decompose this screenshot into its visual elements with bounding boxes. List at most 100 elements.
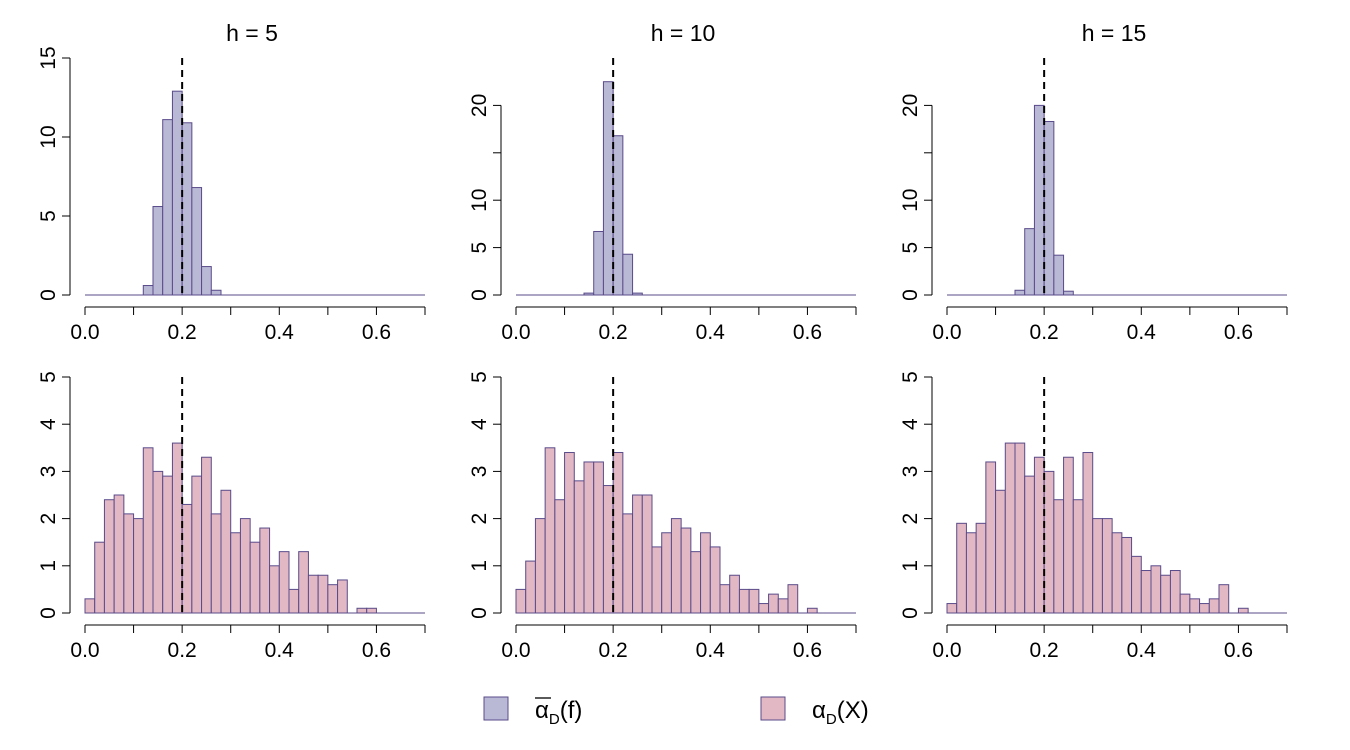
histogram-bar (230, 532, 241, 614)
panel-title: h = 10 (651, 20, 716, 46)
y-tick-label: 4 (899, 418, 922, 430)
histogram-bar (317, 574, 329, 614)
histogram-bar (1131, 555, 1142, 614)
histogram-bar (1033, 104, 1045, 296)
histogram-bar (777, 598, 789, 614)
x-tick-label: 0.4 (696, 321, 726, 344)
histogram-bar (593, 461, 604, 614)
x-tick-label: 0.0 (70, 639, 99, 662)
histogram-bar (1208, 598, 1220, 614)
y-tick-label: 3 (468, 466, 491, 478)
histogram-bar (965, 532, 977, 614)
histogram-bar (612, 135, 624, 296)
histogram-bar (1014, 289, 1026, 296)
histogram-bar (1237, 607, 1249, 614)
histogram-bar (1063, 290, 1074, 296)
y-tick-label: 5 (468, 371, 491, 383)
histogram-bar (1063, 456, 1074, 614)
histogram-bar (622, 253, 634, 296)
y-tick-label: 10 (899, 189, 922, 212)
histogram-bar (525, 560, 536, 614)
x-tick-label: 0.4 (696, 639, 726, 662)
histogram-bar (1189, 598, 1201, 614)
x-axis: 0.0 0.2 0.4 0.6 (932, 624, 1288, 662)
histogram-bar (690, 551, 702, 614)
y-tick-label: 0 (37, 607, 60, 619)
y-tick-label: 1 (37, 560, 60, 572)
y-tick-label: 2 (468, 513, 491, 525)
histogram-bar (84, 598, 96, 614)
panel-title: h = 5 (226, 20, 278, 46)
histogram-bar (1150, 565, 1162, 614)
x-tick-label: 0.2 (1030, 321, 1059, 344)
y-axis: 0 5 10 15 (37, 46, 71, 301)
histogram-bar (1101, 518, 1113, 614)
y-tick-label: 0 (899, 607, 922, 619)
histogram-bar (288, 588, 300, 614)
histogram-bar (152, 470, 164, 614)
histogram-bar (201, 266, 212, 296)
y-tick-label: 4 (468, 418, 491, 430)
y-axis: 0 1 2 3 4 5 (468, 371, 502, 619)
y-tick-label: 20 (899, 94, 922, 117)
histogram-bar (602, 485, 614, 614)
histogram-bar (515, 588, 527, 614)
histogram-bar (700, 532, 711, 614)
histogram-bar (1199, 603, 1210, 614)
histogram-bar (748, 588, 760, 614)
x-tick-label: 0.2 (168, 321, 197, 344)
histogram-panel-2: 0.0 0.2 0.4 0.6 0 5 10 20 h = 10 (468, 20, 857, 344)
x-tick-label: 0.6 (1224, 639, 1253, 662)
histogram-bar (602, 81, 614, 296)
x-tick-label: 0.4 (1127, 639, 1157, 662)
histogram-bar (661, 532, 672, 614)
histogram-bar (298, 551, 309, 614)
histogram-bar (337, 579, 348, 614)
y-tick-label: 5 (468, 242, 491, 254)
y-tick-label: 0 (468, 607, 491, 619)
y-tick-label: 1 (468, 560, 491, 572)
histogram-bar (171, 90, 183, 296)
x-tick-label: 0.0 (70, 321, 99, 344)
x-tick-label: 0.4 (265, 321, 295, 344)
histogram-panel-3: 0.0 0.2 0.4 0.6 0 5 10 20 h = 15 (899, 20, 1288, 344)
histogram-bar (356, 607, 368, 614)
x-tick-label: 0.6 (793, 321, 822, 344)
histogram-bar (210, 289, 222, 296)
histogram-bar (583, 461, 595, 614)
x-tick-label: 0.0 (932, 639, 961, 662)
legend-swatch (760, 696, 786, 721)
y-tick-label: 5 (899, 371, 922, 383)
histogram-bar (1179, 593, 1191, 614)
histogram-bar (366, 607, 377, 614)
histogram-bar (612, 452, 624, 614)
y-tick-label: 10 (468, 189, 491, 212)
y-tick-label: 20 (468, 94, 491, 117)
histogram-bar (593, 230, 604, 296)
x-tick-label: 0.4 (265, 639, 295, 662)
y-tick-label: 3 (37, 466, 60, 478)
y-axis: 0 5 10 20 (468, 94, 502, 301)
histogram-bar (1043, 470, 1055, 614)
histogram-panel-4: 0.0 0.2 0.4 0.6 0 1 2 3 4 5 (37, 371, 426, 662)
histogram-bar (985, 461, 997, 614)
histogram-bar (1160, 574, 1171, 614)
histogram-bar (787, 584, 799, 614)
histogram-bar (1140, 570, 1152, 614)
panel-title: h = 15 (1082, 20, 1147, 46)
histogram-bar (142, 285, 154, 296)
x-axis: 0.0 0.2 0.4 0.6 (501, 306, 857, 344)
histogram-bar (307, 574, 319, 614)
histogram-bar (738, 588, 750, 614)
histogram-bar (1072, 499, 1084, 614)
histogram-bar (1053, 499, 1065, 614)
histogram-bar (220, 489, 232, 614)
histogram-bar (1053, 254, 1065, 296)
y-tick-label: 2 (37, 513, 60, 525)
histogram-bar (327, 584, 339, 614)
histogram-bar (573, 480, 585, 614)
y-tick-label: 4 (37, 418, 60, 430)
histogram-bar (142, 447, 154, 614)
histogram-bar (670, 518, 682, 614)
